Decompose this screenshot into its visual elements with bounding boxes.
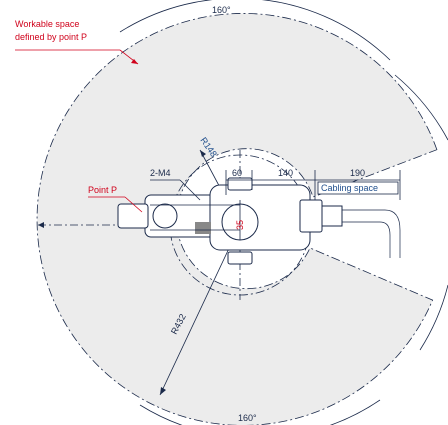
mount-label: 2-M4 [150,168,171,178]
robot-tool-flange [118,204,148,228]
angle-top-label: 160° [212,5,231,15]
robot-joint-2 [153,204,177,228]
point-p-label: Point P [88,185,117,195]
cable-bend [342,210,400,258]
dim-35-label: 35 [235,220,245,230]
dim-60-label: 60 [232,168,242,178]
angle-bottom-label: 160° [238,413,257,423]
label-plate [195,222,211,234]
dim-190-label: 190 [350,168,365,178]
joint-cap-bottom [228,252,252,264]
cabling-space-label: Cabling space [321,183,378,193]
workable-space-label-2: defined by point P [15,32,87,42]
robot-connector [322,206,342,226]
workable-space-label-1: Workable space [15,19,79,29]
dim-140-label: 140 [278,168,293,178]
robot-base [300,200,322,232]
